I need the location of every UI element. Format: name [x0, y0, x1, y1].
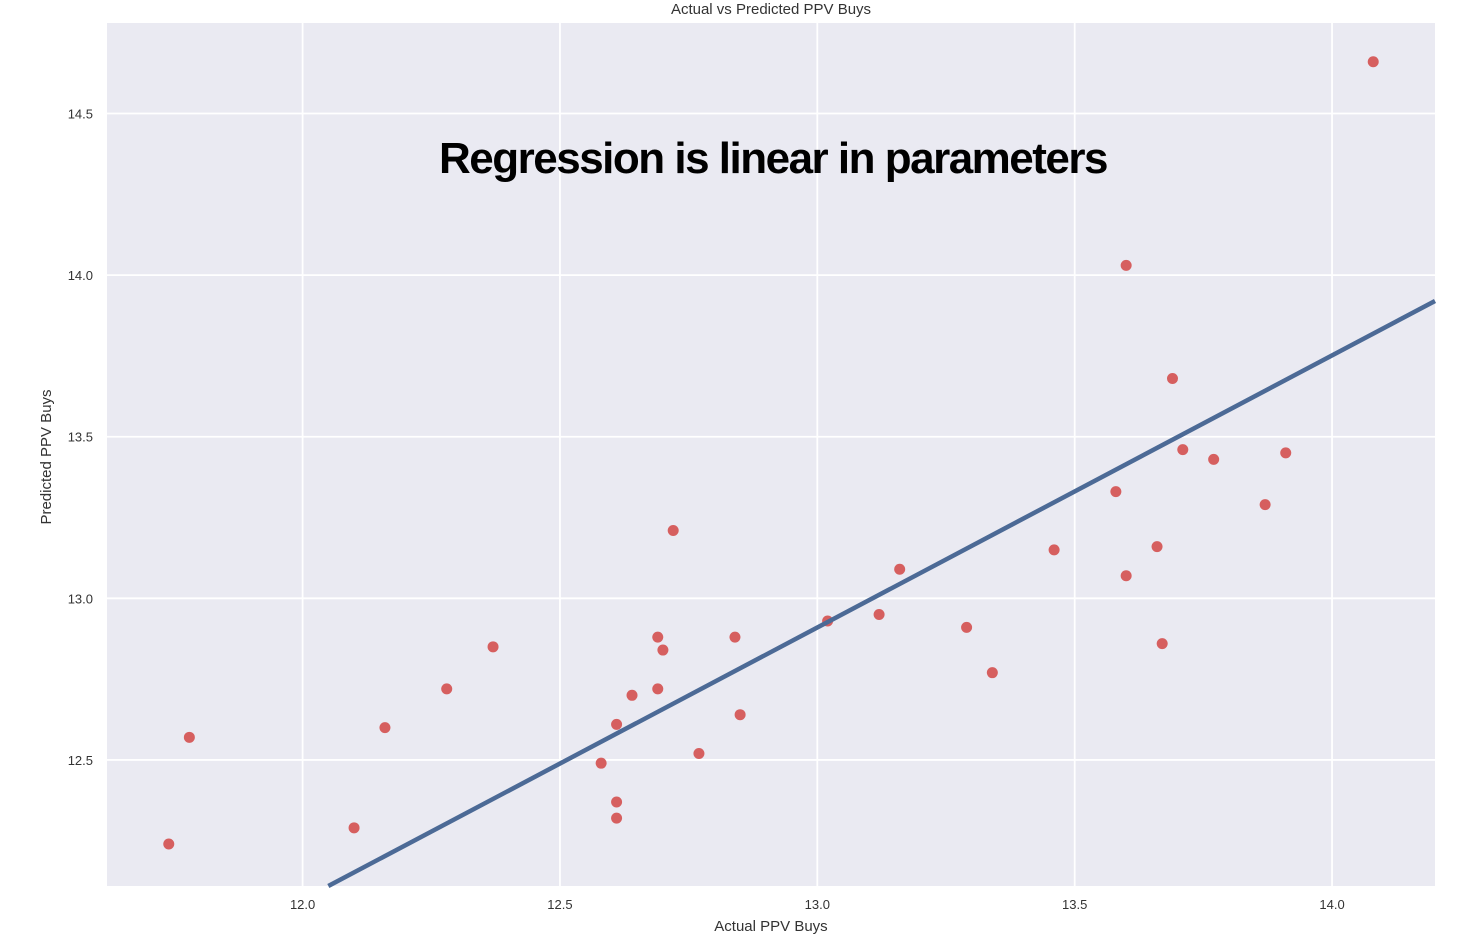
- data-point: [1208, 453, 1220, 465]
- data-point: [1120, 570, 1132, 582]
- data-point: [961, 621, 973, 633]
- data-point: [626, 689, 638, 701]
- tick-labels: 12.0 12.5 13.0 13.5 14.0 12.5 13.0 13.5 14.0 14.5: [68, 107, 1345, 912]
- data-point: [1110, 486, 1122, 498]
- data-point: [487, 641, 499, 653]
- data-point: [441, 683, 453, 695]
- data-point: [163, 838, 175, 850]
- y-tick-label: 13.0: [68, 591, 93, 606]
- data-point: [1367, 56, 1379, 68]
- data-point: [667, 524, 679, 536]
- x-tick-label: 12.0: [290, 897, 315, 912]
- data-points: [163, 56, 1379, 850]
- data-point: [652, 631, 664, 643]
- chart-title: Actual vs Predicted PPV Buys: [671, 1, 871, 18]
- y-tick-label: 14.0: [68, 268, 93, 283]
- data-point: [693, 747, 705, 759]
- data-point: [611, 812, 623, 824]
- data-point: [611, 796, 623, 808]
- data-point: [652, 683, 664, 695]
- y-tick-label: 12.5: [68, 753, 93, 768]
- data-point: [595, 757, 607, 769]
- data-point: [379, 722, 391, 734]
- x-tick-label: 14.0: [1319, 897, 1344, 912]
- data-point: [1280, 447, 1292, 459]
- data-point: [183, 731, 195, 743]
- data-point: [986, 667, 998, 679]
- y-axis-label: Predicted PPV Buys: [38, 389, 55, 524]
- x-tick-label: 12.5: [547, 897, 572, 912]
- data-point: [1166, 373, 1178, 385]
- data-point: [734, 709, 746, 721]
- data-point: [1120, 259, 1132, 271]
- data-point: [348, 822, 360, 834]
- annotation-text: Regression is linear in parameters: [439, 134, 1107, 183]
- regression-line: [327, 298, 1437, 888]
- data-point: [1156, 638, 1168, 650]
- grid-lines: [107, 23, 1435, 886]
- y-tick-label: 14.5: [68, 107, 93, 122]
- data-point: [894, 563, 906, 575]
- x-axis-label: Actual PPV Buys: [714, 918, 827, 935]
- data-point: [1151, 541, 1163, 553]
- data-point: [657, 644, 669, 656]
- data-point: [1048, 544, 1060, 556]
- x-tick-label: 13.0: [805, 897, 830, 912]
- data-point: [1177, 444, 1189, 456]
- data-point: [1259, 499, 1271, 511]
- y-tick-label: 13.5: [68, 430, 93, 445]
- data-point: [873, 608, 885, 620]
- data-point: [729, 631, 741, 643]
- x-tick-label: 13.5: [1062, 897, 1087, 912]
- data-point: [611, 718, 623, 730]
